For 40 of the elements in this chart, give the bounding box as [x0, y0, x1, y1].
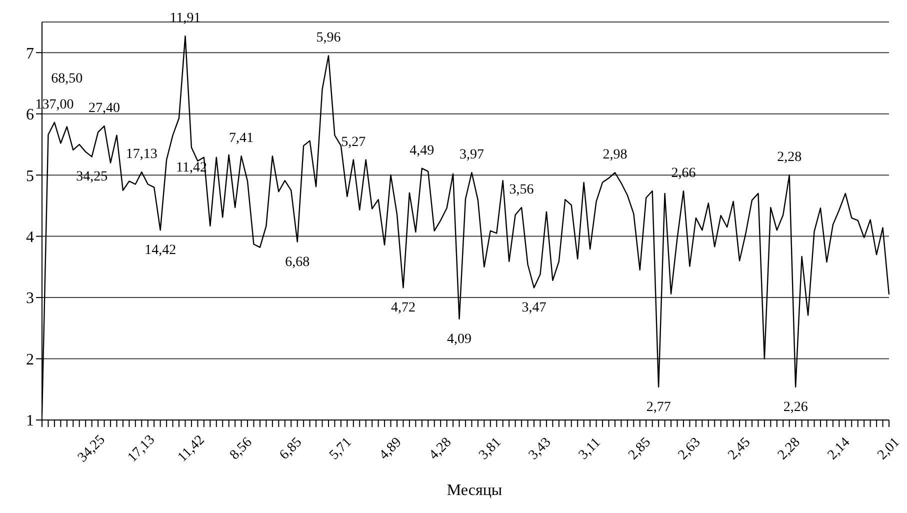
annotation: 2,28: [777, 150, 802, 166]
x-tick-label: 8,56: [227, 435, 256, 463]
y-tick-label: 4: [26, 228, 34, 246]
annotation: 27,40: [88, 101, 120, 116]
x-tick-label: 5,71: [326, 435, 355, 463]
x-tick-label: 3,81: [476, 435, 504, 463]
y-tick-label: 7: [26, 45, 34, 62]
x-tick-label: 2,14: [825, 435, 854, 463]
annotation: 3,47: [522, 300, 546, 316]
annotation: 2,98: [602, 148, 628, 163]
annotation: 4,09: [447, 332, 472, 347]
y-tick-label: 1: [26, 412, 34, 430]
x-tick-label: 2,01: [875, 435, 903, 463]
x-tick-label: 2,85: [626, 435, 654, 463]
annotation: 17,13: [126, 147, 158, 162]
x-tick-label: 3,43: [526, 435, 554, 463]
x-axis-title: Месяцы: [446, 482, 504, 500]
x-tick-label: 3,11: [576, 435, 604, 463]
annotation: 2,77: [646, 400, 671, 415]
y-tick-label: 5: [26, 168, 34, 185]
x-tick-label: 6,85: [277, 435, 306, 463]
y-tick-label: 6: [26, 106, 34, 124]
annotation: 4,49: [410, 143, 434, 158]
x-tick-label: 4,28: [426, 435, 455, 463]
annotation: 5,27: [341, 134, 366, 150]
x-tick-label: 2,28: [775, 435, 804, 463]
annotation: 4,72: [390, 300, 416, 316]
annotation: 5,96: [316, 30, 341, 46]
annotation: 14,42: [144, 243, 176, 258]
y-tick-label: 3: [26, 290, 34, 308]
annotation: 7,41: [229, 131, 254, 146]
x-tick-label: 4,89: [376, 435, 405, 463]
annotation: 3,97: [459, 148, 484, 163]
x-tick-label: 2,45: [726, 435, 754, 463]
x-tick-label: 2,63: [676, 435, 704, 463]
annotation: 6,68: [285, 254, 310, 270]
annotation: 2,26: [783, 400, 808, 415]
annotation: 68,50: [51, 72, 83, 87]
annotation: 3,56: [509, 182, 534, 198]
y-tick-label: 2: [26, 351, 34, 368]
